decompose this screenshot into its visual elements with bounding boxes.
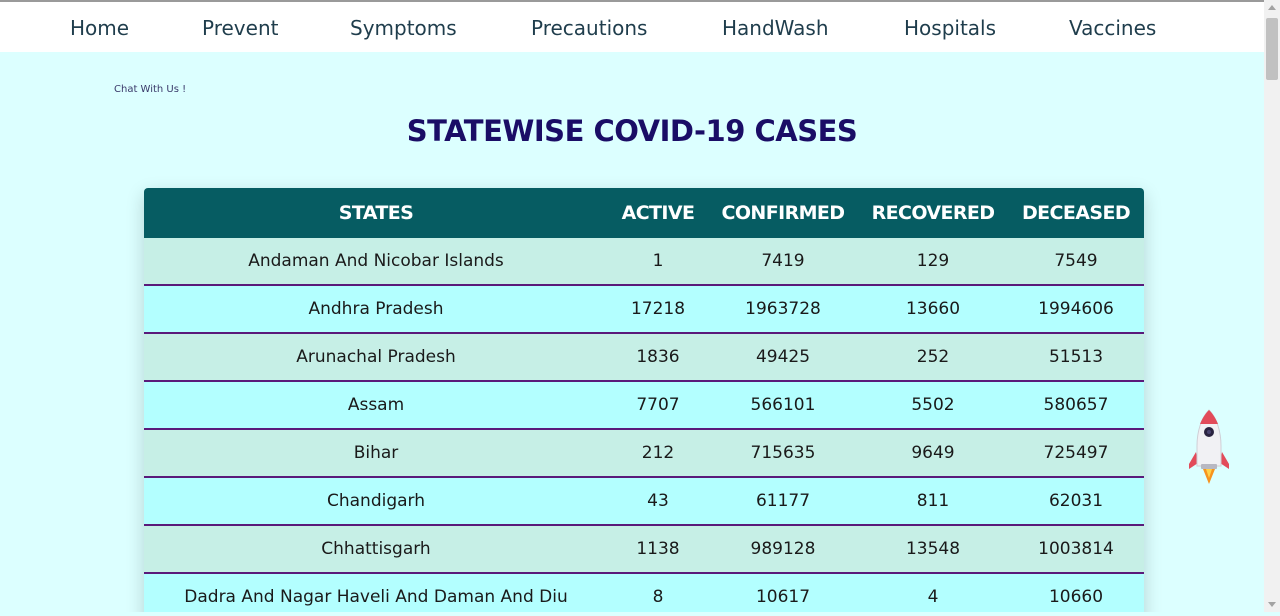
deceased-cell: 10660 [1008,573,1144,612]
table-row: Dadra And Nagar Haveli And Daman And Diu… [144,573,1144,612]
header-recovered: RECOVERED [858,188,1008,238]
table-row: Chandigarh 43 61177 811 62031 [144,477,1144,526]
confirmed-cell: 49425 [708,333,858,382]
confirmed-cell: 1963728 [708,285,858,334]
deceased-cell: 1003814 [1008,525,1144,574]
deceased-cell: 62031 [1008,477,1144,526]
table-row: Assam 7707 566101 5502 580657 [144,381,1144,430]
state-name-cell: Andhra Pradesh [144,285,608,334]
state-name-cell: Assam [144,381,608,430]
header-confirmed: CONFIRMED [708,188,858,238]
state-name-cell: Arunachal Pradesh [144,333,608,382]
table-row: Andaman And Nicobar Islands 1 7419 129 7… [144,238,1144,286]
nav-vaccines-link[interactable]: Vaccines [1069,16,1157,40]
deceased-cell: 580657 [1008,381,1144,430]
header-states: STATES [144,188,608,238]
recovered-cell: 811 [858,477,1008,526]
scrollbar-thumb[interactable] [1266,18,1278,80]
active-cell: 43 [608,477,708,526]
chat-with-us-link[interactable]: Chat With Us ! [114,84,187,95]
recovered-cell: 252 [858,333,1008,382]
table-row: Bihar 212 715635 9649 725497 [144,429,1144,478]
rocket-icon[interactable] [1186,408,1232,488]
nav-prevent-link[interactable]: Prevent [202,16,279,40]
confirmed-cell: 61177 [708,477,858,526]
table-row: Chhattisgarh 1138 989128 13548 1003814 [144,525,1144,574]
recovered-cell: 129 [858,238,1008,286]
state-name-cell: Andaman And Nicobar Islands [144,238,608,286]
state-name-cell: Chhattisgarh [144,525,608,574]
deceased-cell: 7549 [1008,238,1144,286]
confirmed-cell: 715635 [708,429,858,478]
recovered-cell: 13660 [858,285,1008,334]
nav-precautions-link[interactable]: Precautions [531,16,648,40]
scroll-up-arrow-icon[interactable] [1264,0,1280,16]
active-cell: 212 [608,429,708,478]
active-cell: 1836 [608,333,708,382]
header-active: ACTIVE [608,188,708,238]
active-cell: 8 [608,573,708,612]
nav-home-link[interactable]: Home [70,16,130,40]
active-cell: 17218 [608,285,708,334]
nav-symptoms-link[interactable]: Symptoms [350,16,457,40]
deceased-cell: 1994606 [1008,285,1144,334]
active-cell: 1 [608,238,708,286]
recovered-cell: 13548 [858,525,1008,574]
confirmed-cell: 7419 [708,238,858,286]
deceased-cell: 725497 [1008,429,1144,478]
page-title: STATEWISE COVID-19 CASES [406,114,858,148]
state-name-cell: Dadra And Nagar Haveli And Daman And Diu [144,573,608,612]
confirmed-cell: 989128 [708,525,858,574]
table-header-row: STATES ACTIVE CONFIRMED RECOVERED DECEAS… [144,188,1144,238]
confirmed-cell: 10617 [708,573,858,612]
active-cell: 7707 [608,381,708,430]
statewise-cases-table: STATES ACTIVE CONFIRMED RECOVERED DECEAS… [144,188,1144,612]
vertical-scrollbar[interactable] [1264,0,1280,612]
table-row: Arunachal Pradesh 1836 49425 252 51513 [144,333,1144,382]
nav-handwash-link[interactable]: HandWash [722,16,829,40]
recovered-cell: 9649 [858,429,1008,478]
recovered-cell: 5502 [858,381,1008,430]
header-deceased: DECEASED [1008,188,1144,238]
top-navbar: Home Prevent Symptoms Precautions HandWa… [0,0,1264,52]
deceased-cell: 51513 [1008,333,1144,382]
recovered-cell: 4 [858,573,1008,612]
confirmed-cell: 566101 [708,381,858,430]
state-name-cell: Bihar [144,429,608,478]
state-name-cell: Chandigarh [144,477,608,526]
scroll-down-arrow-icon[interactable] [1264,596,1280,612]
nav-hospitals-link[interactable]: Hospitals [904,16,997,40]
active-cell: 1138 [608,525,708,574]
table-row: Andhra Pradesh 17218 1963728 13660 19946… [144,285,1144,334]
